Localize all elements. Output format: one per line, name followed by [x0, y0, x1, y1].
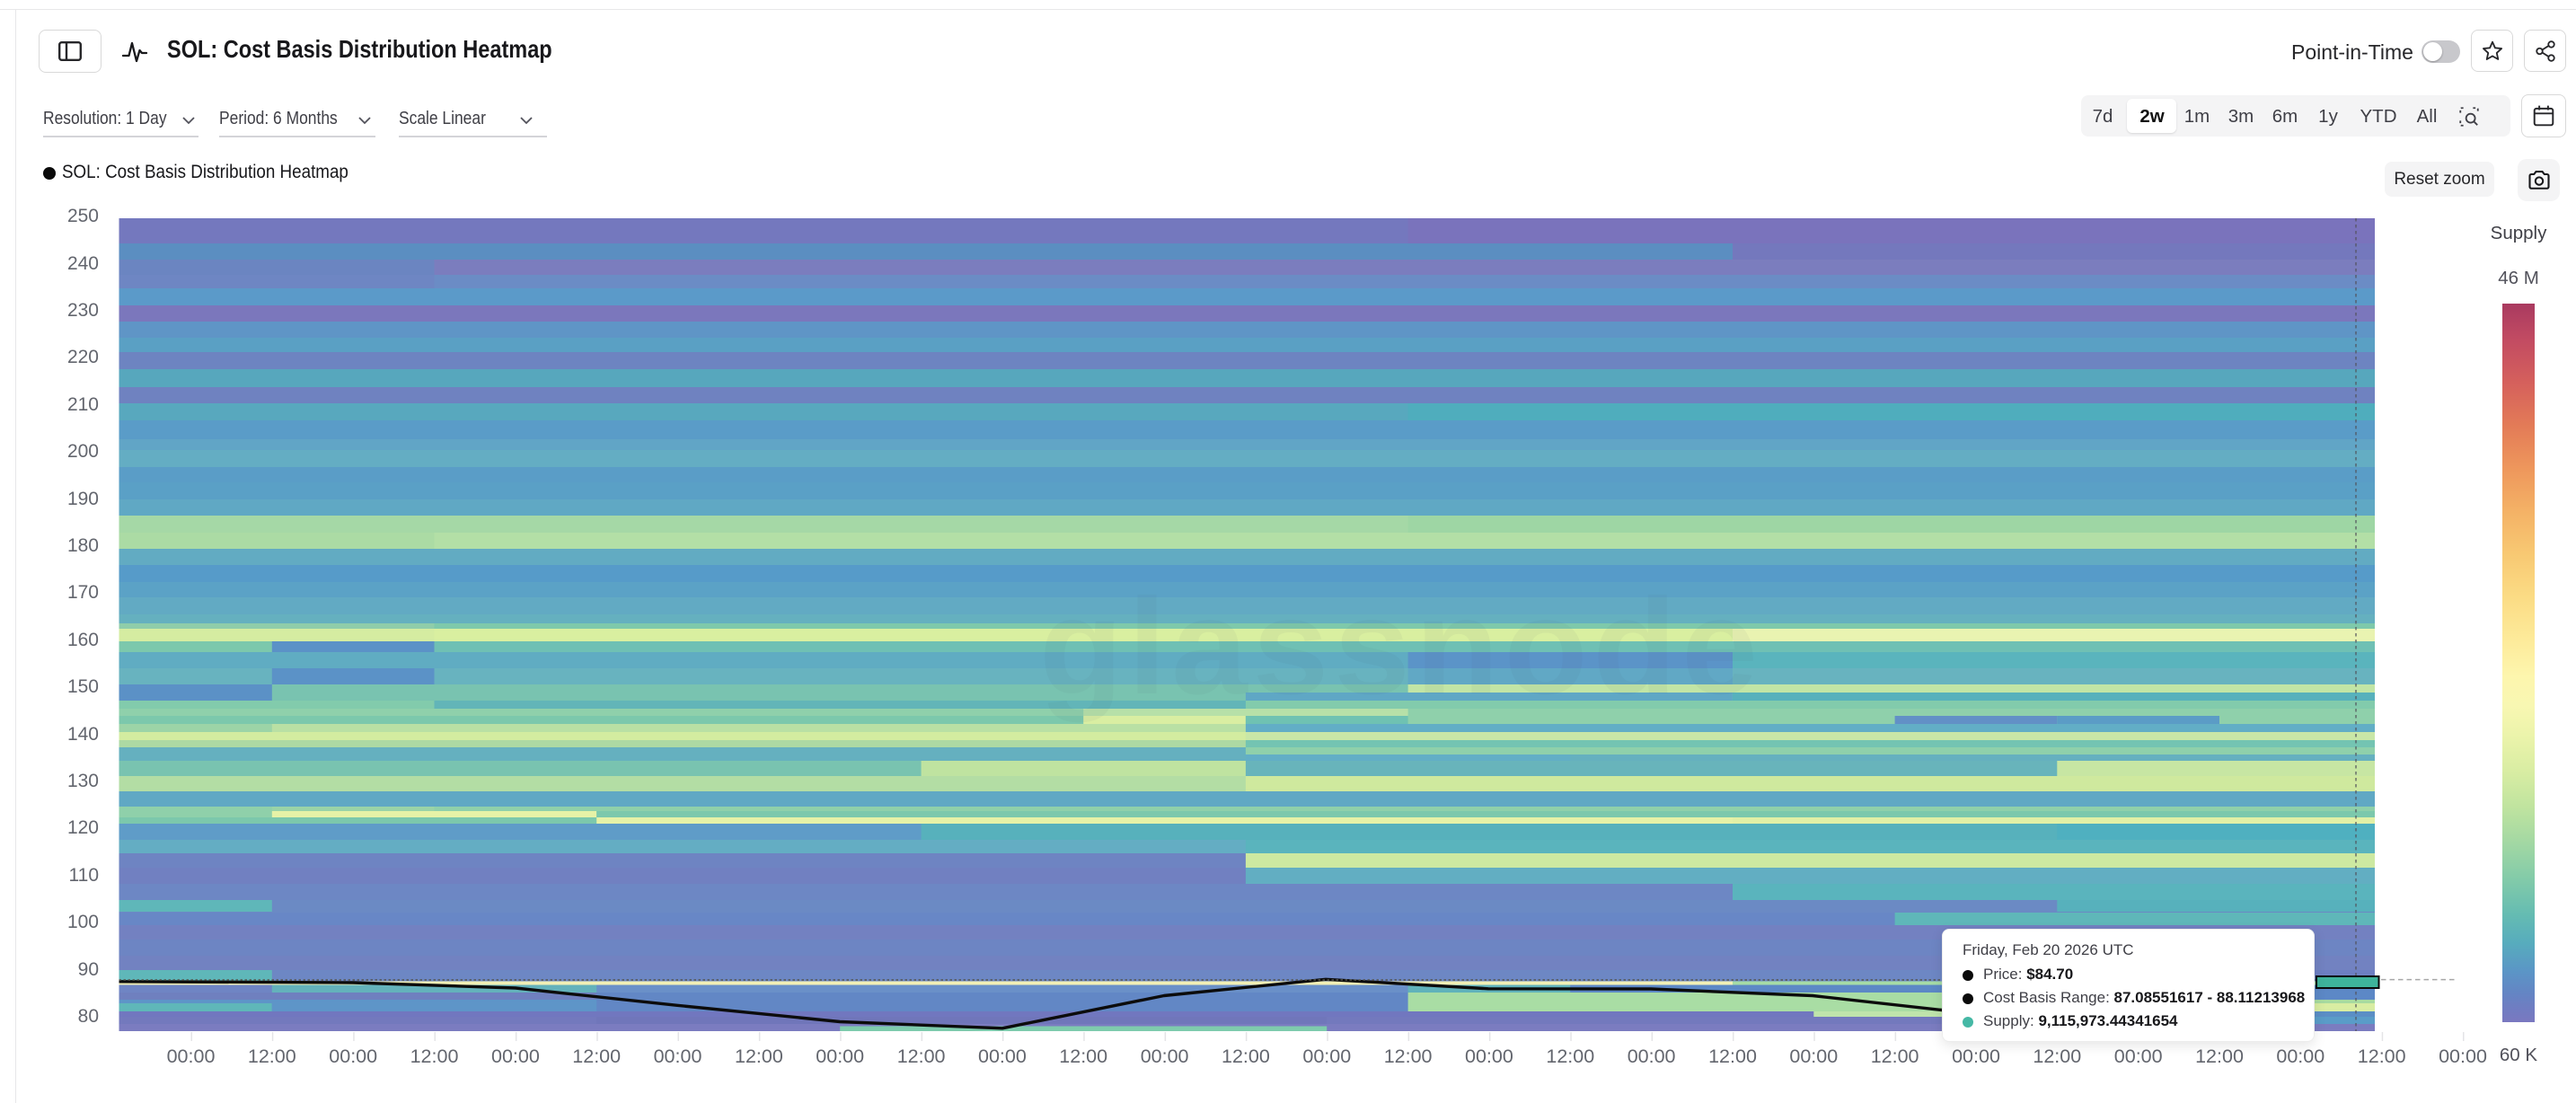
- svg-text:glassnode: glassnode: [1039, 570, 1763, 723]
